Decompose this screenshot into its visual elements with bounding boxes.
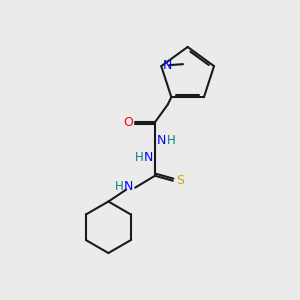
Text: N: N: [163, 58, 172, 72]
Text: N: N: [157, 134, 167, 147]
Text: H: H: [115, 180, 124, 193]
Text: N: N: [143, 152, 153, 164]
Text: H: H: [135, 152, 143, 164]
Text: O: O: [123, 116, 133, 129]
Text: S: S: [176, 174, 184, 187]
Text: N: N: [124, 180, 133, 193]
Text: H: H: [167, 134, 175, 147]
